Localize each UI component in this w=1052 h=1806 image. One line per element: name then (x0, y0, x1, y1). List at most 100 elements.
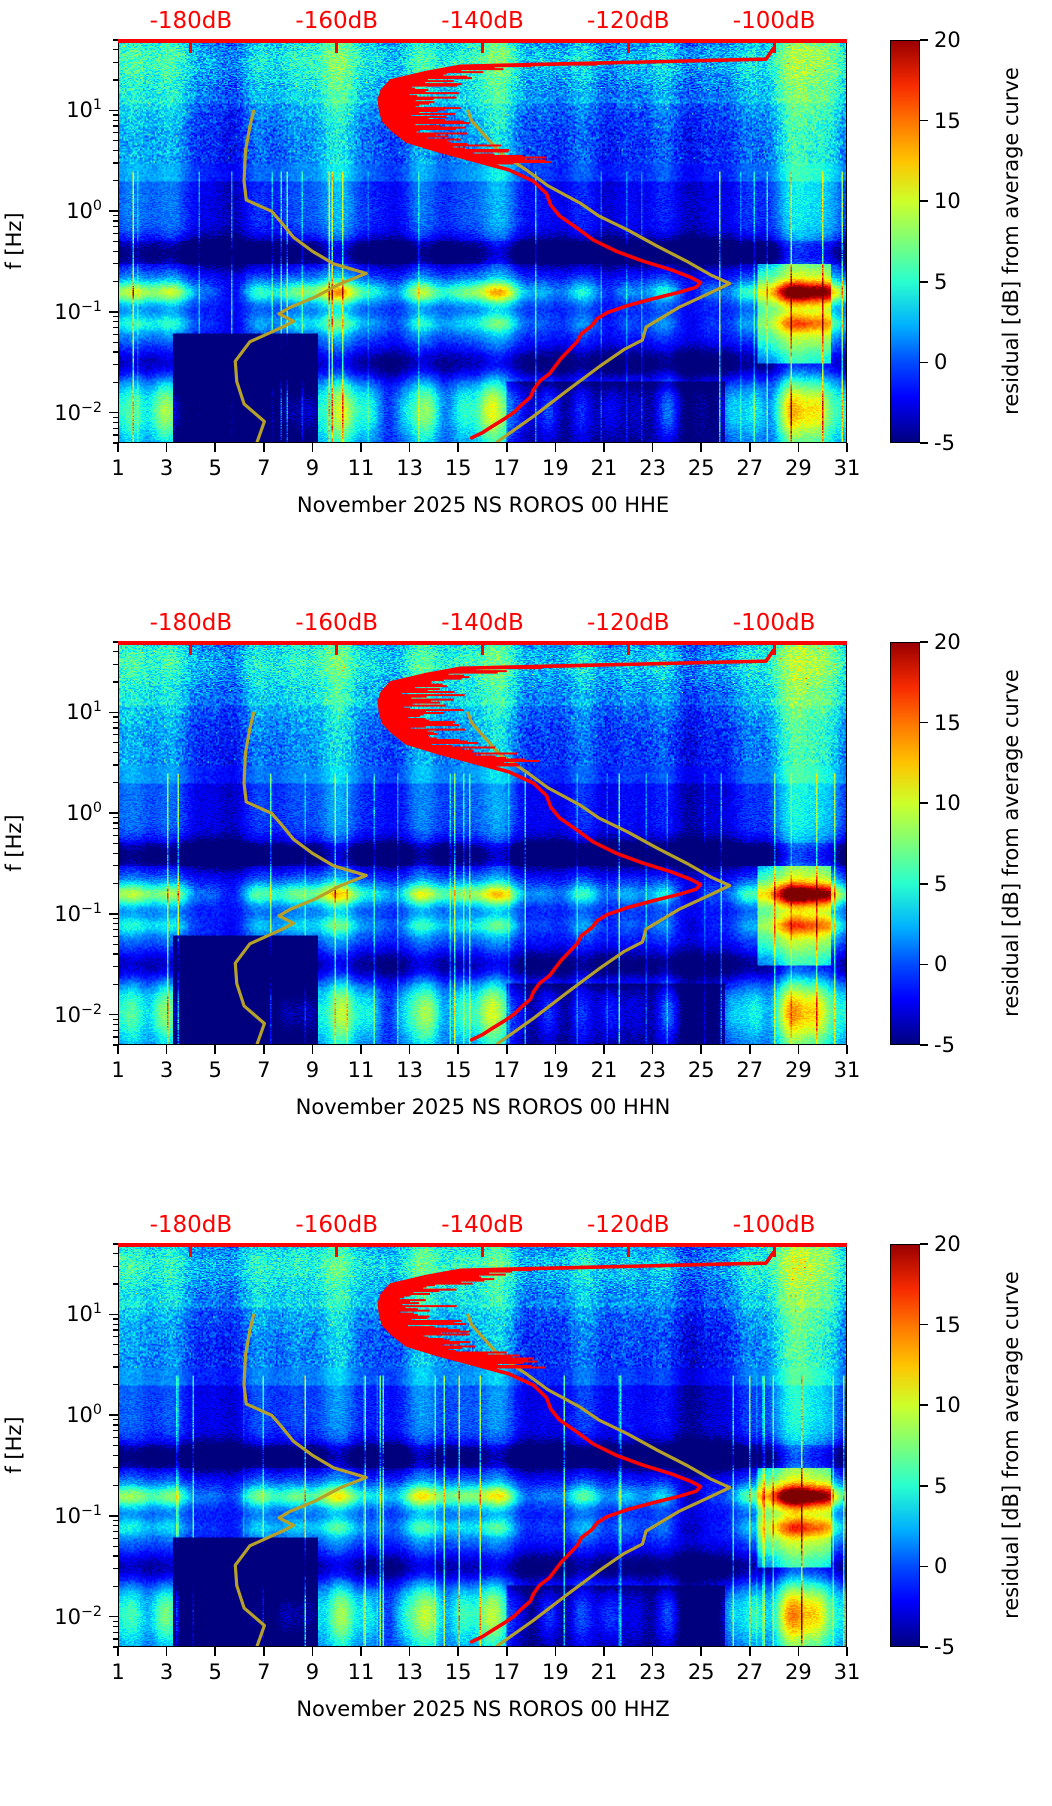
y-axis-minor-tick (112, 882, 118, 885)
y-axis-tick-label: 100 (66, 198, 102, 224)
spectrogram-image (119, 1245, 846, 1646)
y-axis-minor-tick (112, 1585, 118, 1587)
colorbar-tick (920, 1565, 928, 1568)
y-axis-label: f [Hz] (2, 1416, 26, 1474)
colorbar-tick (920, 883, 928, 885)
x-axis-tick-label: 19 (542, 1058, 569, 1082)
y-axis-minor-tick (112, 315, 118, 318)
colorbar-tick-label: -5 (934, 1635, 955, 1659)
x-axis-tick (408, 443, 411, 452)
colorbar-tick-label: 15 (934, 710, 961, 735)
x-axis-tick-label: 5 (208, 1058, 222, 1082)
y-axis-minor-tick (112, 917, 118, 920)
x-axis-tick-label: 23 (639, 1058, 666, 1082)
y-axis-tick (109, 1515, 118, 1517)
colorbar-tick-label: 0 (934, 952, 948, 977)
y-axis-minor-tick (112, 381, 118, 383)
y-axis-minor-tick (112, 1366, 118, 1368)
colorbar-tick-label: 5 (934, 1473, 948, 1498)
x-axis-tick (603, 443, 605, 452)
x-axis-tick (214, 1045, 216, 1054)
y-axis-minor-tick (112, 326, 118, 329)
y-axis-minor-tick (112, 180, 118, 182)
x-axis-tick-label: 17 (493, 456, 521, 480)
top-axis-tick (772, 1246, 776, 1257)
x-axis-tick (408, 1647, 411, 1656)
y-axis-tick-label: 10−2 (54, 399, 102, 425)
x-axis-tick-label: 31 (833, 1058, 861, 1082)
colorbar-tick-label: 20 (934, 630, 961, 654)
top-db-axis (118, 1242, 847, 1247)
top-axis-label: -180dB (149, 610, 233, 636)
top-axis-tick (335, 644, 339, 655)
x-axis-tick (506, 1045, 508, 1054)
x-axis-tick-label: 3 (159, 456, 174, 480)
x-axis-tick-label: 23 (639, 1660, 666, 1684)
x-axis-tick (457, 443, 459, 452)
top-axis-label: -120dB (587, 1212, 670, 1238)
y-axis-minor-tick (112, 1336, 118, 1338)
y-axis-minor-tick (112, 1253, 118, 1255)
x-axis-tick-label: 11 (347, 456, 375, 480)
y-axis-minor-tick (112, 140, 118, 142)
top-axis-label: -160dB (295, 8, 378, 34)
y-axis-minor-tick (112, 716, 118, 718)
x-axis-tick-label: 13 (396, 456, 423, 480)
y-axis-minor-tick (112, 1545, 118, 1547)
y-axis-minor-tick (112, 132, 118, 134)
x-axis-tick (360, 1045, 362, 1054)
colorbar-tick-label: 15 (934, 108, 961, 133)
y-axis-minor-tick (112, 341, 118, 343)
overlay-curves (233, 648, 776, 1044)
y-axis-minor-tick (112, 1265, 118, 1267)
x-axis-tick-label: 5 (208, 1660, 222, 1684)
y-axis-minor-tick (112, 842, 118, 845)
y-axis-minor-tick (112, 943, 118, 945)
x-axis-tick-label: 9 (305, 1058, 320, 1082)
x-axis-tick-label: 29 (785, 456, 812, 480)
x-axis-tick-label: 15 (444, 1058, 472, 1082)
y-axis-tick (109, 812, 118, 814)
x-axis-tick (165, 1045, 168, 1054)
x-axis-tick-label: 1 (111, 1058, 125, 1082)
top-db-axis (118, 38, 847, 43)
y-axis-minor-tick (112, 39, 118, 41)
y-axis-minor-tick (112, 149, 118, 152)
y-axis-minor-tick (112, 834, 118, 837)
x-axis-tick-label: 21 (590, 1058, 618, 1082)
x-axis-tick (457, 1647, 459, 1656)
colorbar-tick-label: 10 (934, 189, 961, 214)
x-axis-tick (846, 1647, 848, 1656)
y-axis-minor-tick (112, 764, 118, 766)
x-axis-tick (846, 443, 848, 452)
top-axis-tick (626, 1246, 630, 1257)
y-axis-minor-tick (112, 828, 118, 830)
y-axis-tick (109, 311, 118, 313)
y-axis-minor-tick (112, 1029, 118, 1031)
colorbar-tick-label: 20 (934, 1232, 961, 1256)
top-axis-label: -100dB (732, 610, 816, 636)
colorbar-tick-label: 0 (934, 350, 948, 375)
y-axis-minor-tick (112, 1555, 118, 1557)
colorbar-title: residual [dB] from average curve (999, 669, 1023, 1017)
panel-title: November 2025 NS ROROS 00 HHN (295, 1095, 671, 1119)
panel-title: November 2025 NS ROROS 00 HHE (296, 493, 670, 517)
x-axis-tick (554, 1045, 557, 1054)
y-axis-tick (109, 1414, 118, 1416)
colorbar-tick-label: 10 (934, 791, 961, 816)
colorbar (890, 1244, 920, 1647)
x-axis-tick (506, 443, 508, 452)
y-axis-minor-tick (112, 363, 118, 366)
x-axis-tick-label: 7 (257, 1058, 271, 1082)
plot-area (118, 642, 847, 1045)
colorbar-tick (920, 361, 928, 364)
x-axis-tick-label: 19 (542, 456, 569, 480)
y-axis-tick (109, 1013, 118, 1016)
x-axis-tick (165, 443, 168, 452)
x-axis-tick-label: 7 (257, 1660, 271, 1684)
y-axis-tick-label: 10−2 (54, 1001, 102, 1027)
y-axis-minor-tick (112, 1625, 118, 1628)
y-axis-label: f [Hz] (2, 814, 26, 872)
top-axis-label: -140dB (441, 610, 524, 636)
colorbar-tick-label: -5 (934, 431, 955, 455)
